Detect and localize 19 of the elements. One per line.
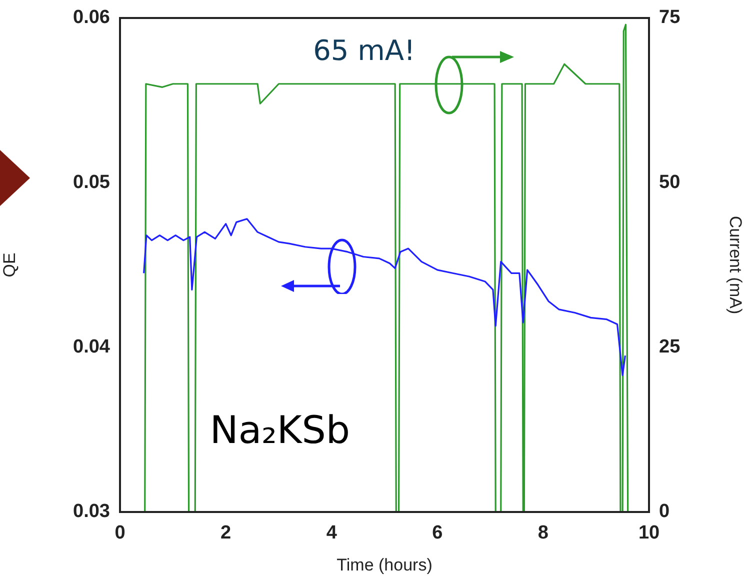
y2-tick-label: 75 [659, 7, 681, 28]
y2-axis-title: Current (mA) [726, 216, 745, 314]
x-tick-label: 6 [432, 522, 443, 544]
x-tick-label: 0 [114, 522, 126, 544]
annotation: 65 mA! [313, 34, 416, 67]
x-axis-title: Time (hours) [336, 555, 432, 574]
x-tick-label: 10 [638, 522, 660, 544]
y-tick-label: 0.06 [73, 7, 110, 28]
x-tick-label: 2 [220, 522, 232, 544]
x-tick-label: 4 [326, 522, 338, 544]
y2-tick-label: 50 [659, 172, 680, 193]
y-axis-title: QE [0, 252, 19, 278]
y-tick-label: 0.03 [73, 501, 110, 522]
annotation: Na₂KSb [210, 408, 350, 452]
x-tick-label: 8 [538, 522, 548, 544]
y-tick-label: 0.04 [73, 336, 110, 358]
y2-tick-label: 25 [659, 336, 681, 358]
y-tick-label: 0.05 [73, 172, 110, 193]
y2-tick-label: 0 [659, 501, 670, 522]
